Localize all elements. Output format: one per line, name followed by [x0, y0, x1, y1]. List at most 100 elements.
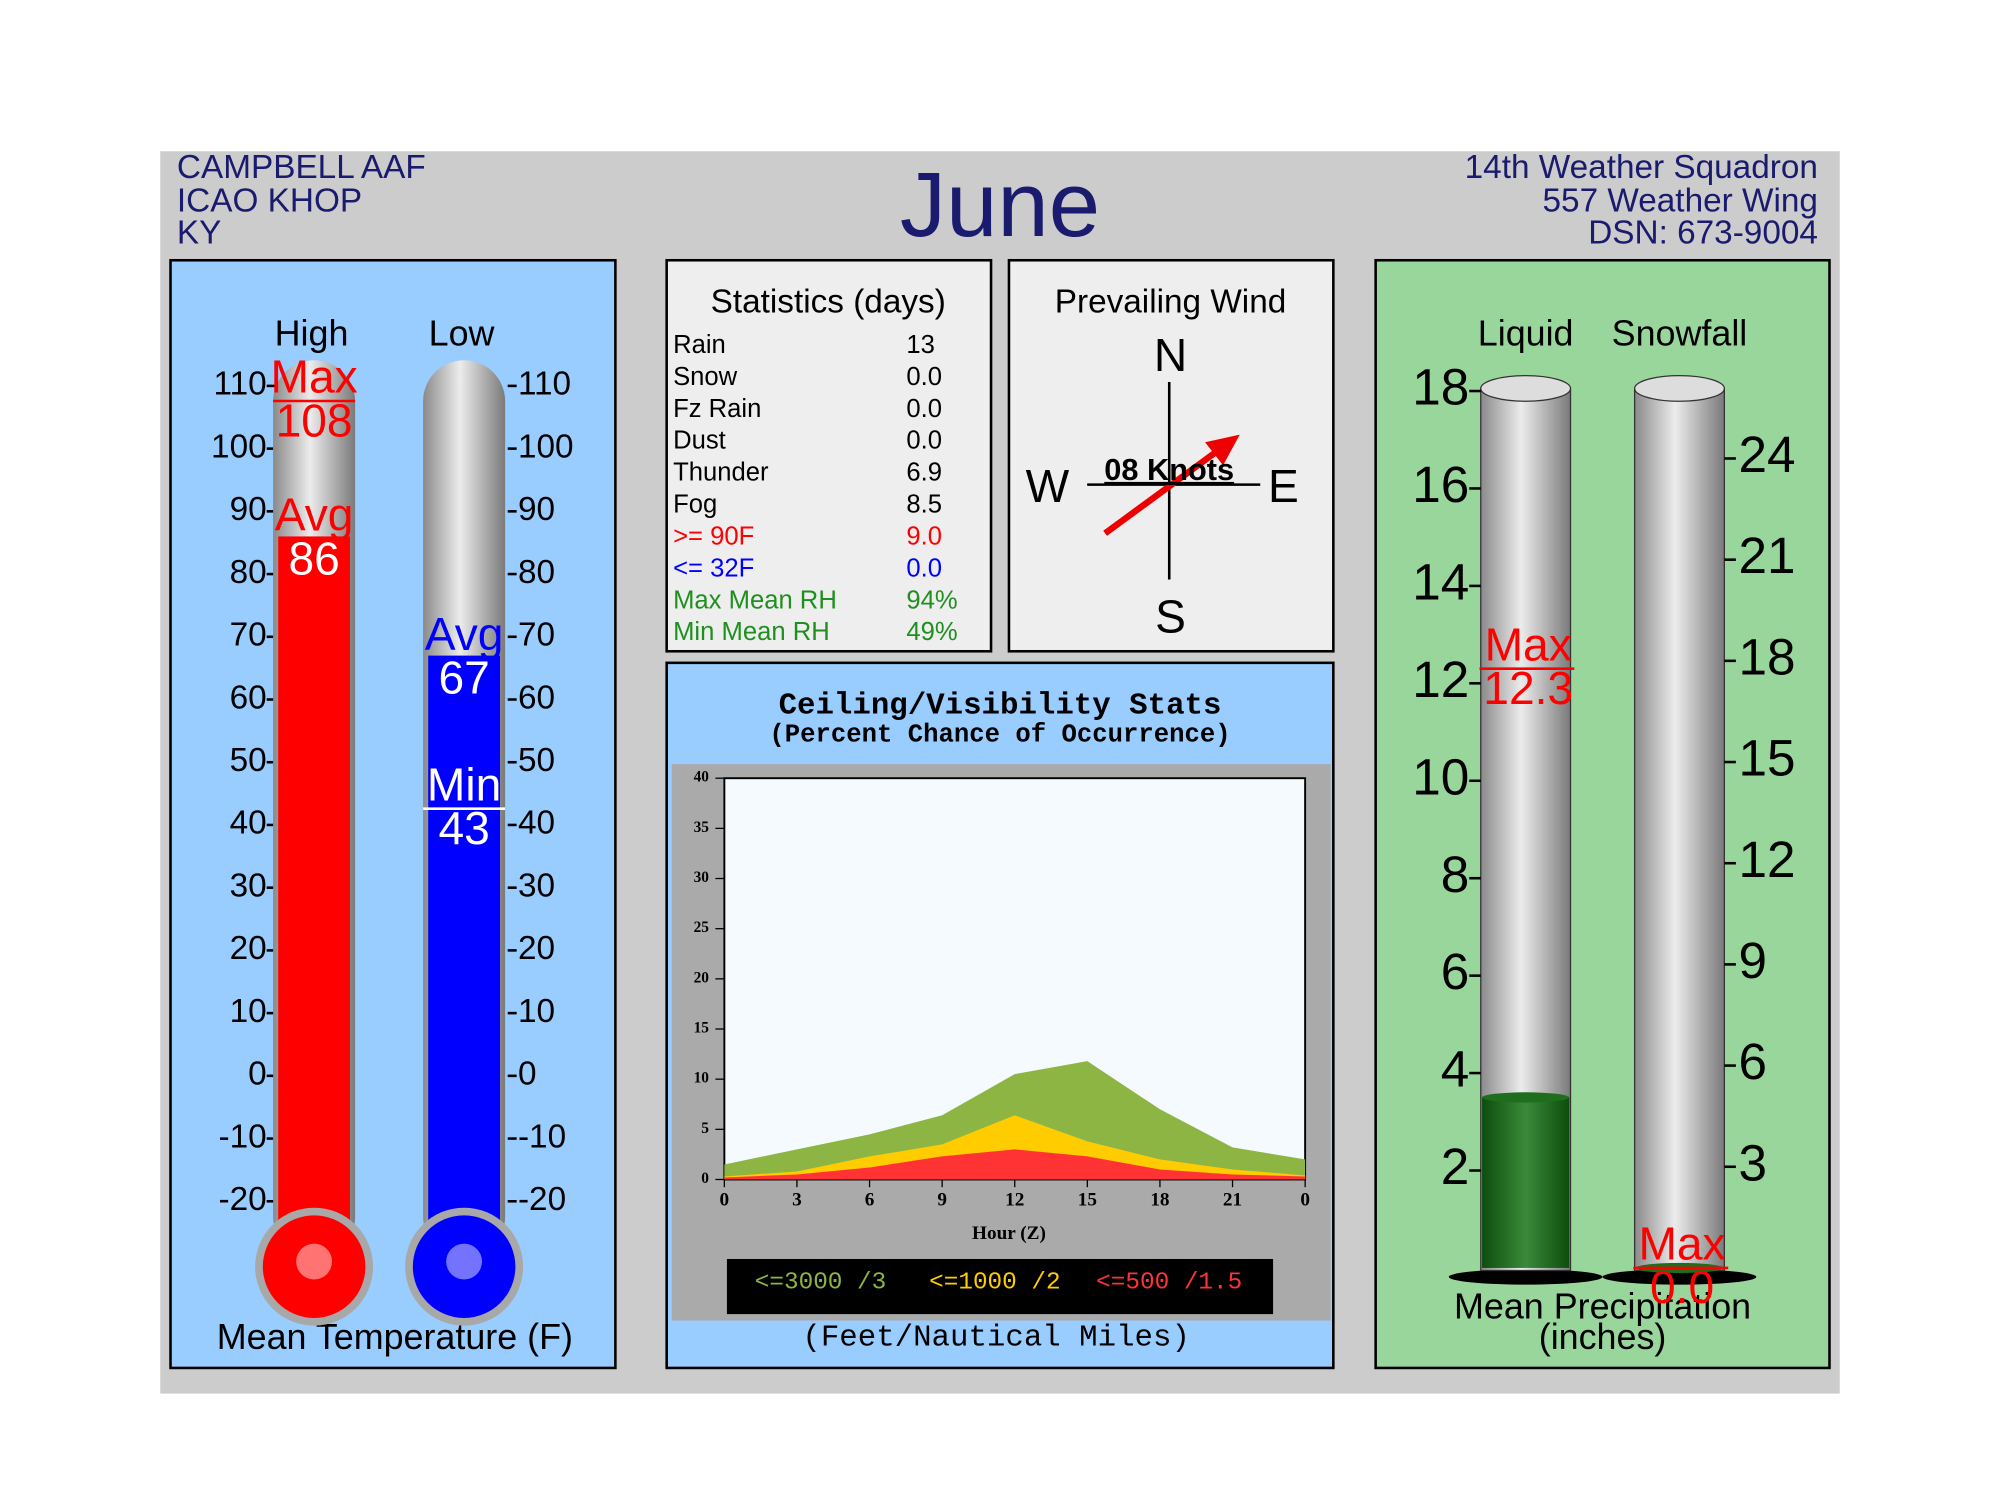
y-tick-label: 0	[518, 1056, 537, 1093]
stat-value: 9.0	[906, 522, 942, 550]
thermometer-fill	[278, 536, 350, 1263]
y-tick-label: 30	[230, 867, 267, 904]
cylinder-fill	[1482, 1097, 1570, 1268]
stat-label: Max Mean RH	[673, 586, 837, 614]
y-tick-label: 25	[694, 919, 710, 936]
wind-arrow-head	[1205, 434, 1240, 466]
y-tick-label: 0	[248, 1056, 267, 1093]
y-tick-label: 35	[694, 819, 710, 836]
unit-line: 14th Weather Squadron	[1465, 149, 1818, 186]
precipitation-title: Mean Precipitation	[1454, 1286, 1751, 1326]
y2-tick-label: 21	[1738, 527, 1795, 584]
y-tick-label: 0	[701, 1170, 709, 1187]
y-tick-label: 4	[1441, 1041, 1470, 1098]
legend-label: Snowfall	[1612, 313, 1748, 353]
ceiling-legend-box	[726, 1258, 1274, 1315]
stat-value: 8.5	[906, 491, 942, 519]
y-tick-label: -20	[518, 1181, 566, 1218]
stat-label: Dust	[673, 427, 726, 455]
stat-value: 0.0	[1650, 1261, 1714, 1313]
temperature-panel	[169, 258, 617, 1370]
stat-name: Avg	[275, 489, 354, 541]
y-tick-label: 110	[518, 366, 571, 403]
y-tick-label: 8	[1441, 846, 1470, 903]
fill-top	[1482, 1092, 1570, 1103]
y-tick-label: 90	[230, 491, 267, 528]
y-tick-label: 70	[518, 617, 555, 654]
stat-name: Max	[1638, 1218, 1725, 1270]
y2-tick-label: 6	[1738, 1033, 1767, 1090]
y2-tick-label: 9	[1738, 932, 1767, 989]
y-tick-label: 80	[230, 554, 267, 591]
y-tick-label: 50	[518, 742, 555, 779]
y-tick-label: 14	[1412, 553, 1469, 610]
x-axis-label: Hour (Z)	[972, 1223, 1046, 1244]
bulb-shine	[446, 1243, 483, 1280]
y-tick-label: 110	[214, 366, 267, 403]
x-tick-label: 21	[1223, 1190, 1242, 1211]
y-tick-label: 100	[518, 428, 574, 465]
stat-name: Max	[271, 351, 358, 403]
month-title: June	[900, 152, 1100, 256]
precipitation-panel	[1374, 258, 1831, 1370]
y-tick-label: 20	[518, 930, 555, 967]
y-tick-label: -10	[218, 1118, 266, 1155]
area	[724, 1149, 1306, 1180]
y-tick-label: 16	[1412, 456, 1469, 513]
y-tick-label: 40	[518, 805, 555, 842]
x-tick-label: 9	[937, 1190, 947, 1211]
statistics-panel	[665, 258, 993, 653]
x-tick-label: 12	[1005, 1190, 1024, 1211]
stat-label: Fz Rain	[673, 395, 761, 423]
wind-title: Prevailing Wind	[1055, 284, 1287, 321]
cylinder-top	[1480, 375, 1572, 402]
stat-value: 94%	[906, 586, 957, 614]
cylinder-base	[1448, 1269, 1603, 1285]
station-line: CAMPBELL AAF	[177, 149, 426, 186]
y-tick-label: 30	[518, 867, 555, 904]
compass-south: S	[1155, 591, 1186, 643]
temperature-title: Mean Temperature (F)	[217, 1317, 573, 1357]
stat-label: <= 32F	[673, 554, 754, 582]
bulb-shine	[296, 1243, 333, 1280]
y-tick-label: -20	[218, 1181, 266, 1218]
y2-tick-label: 18	[1738, 628, 1795, 685]
stat-label: Rain	[673, 331, 726, 359]
stat-value: 0.0	[906, 554, 942, 582]
ceiling-caption: (Feet/Nautical Miles)	[802, 1320, 1190, 1355]
y-tick-label: 20	[694, 969, 710, 986]
wind-arrow	[1103, 446, 1223, 536]
station-line: KY	[177, 214, 221, 251]
y-tick-label: 40	[230, 805, 267, 842]
y-tick-label: 90	[518, 491, 555, 528]
stat-value: 13	[906, 331, 935, 359]
x-tick-label: 15	[1078, 1190, 1097, 1211]
x-tick-label: 0	[1300, 1190, 1310, 1211]
y-tick-label: 10	[518, 993, 555, 1030]
stat-name: Min	[427, 758, 501, 810]
ceiling-title: Ceiling/Visibility Stats	[779, 688, 1222, 723]
y2-tick-label: 15	[1738, 730, 1795, 787]
y-tick-label: 50	[230, 742, 267, 779]
unit-line: 557 Weather Wing	[1543, 182, 1818, 219]
y-tick-label: 40	[694, 769, 710, 786]
y2-tick-label: 24	[1738, 426, 1795, 483]
y-tick-label: 20	[230, 930, 267, 967]
bulb	[412, 1215, 516, 1318]
stat-value: 12.3	[1483, 662, 1573, 714]
y-tick-label: 10	[694, 1070, 710, 1087]
y-tick-label: 6	[1441, 943, 1470, 1000]
legend-entry: <=3000 /3	[755, 1269, 886, 1296]
cylinder-top	[1633, 375, 1726, 402]
wind-speed: 08 Knots	[1104, 452, 1234, 487]
compass-west: W	[1026, 460, 1070, 512]
y-tick-label: 70	[230, 617, 267, 654]
stat-value: 67	[438, 651, 489, 703]
y-tick-label: 60	[518, 679, 555, 716]
y-tick-label: 12	[1412, 651, 1469, 708]
header: CAMPBELL AAF ICAO KHOP KY June 14th Weat…	[177, 149, 1818, 256]
cylinder-base	[1602, 1269, 1757, 1285]
thermometer-fill	[428, 655, 500, 1263]
